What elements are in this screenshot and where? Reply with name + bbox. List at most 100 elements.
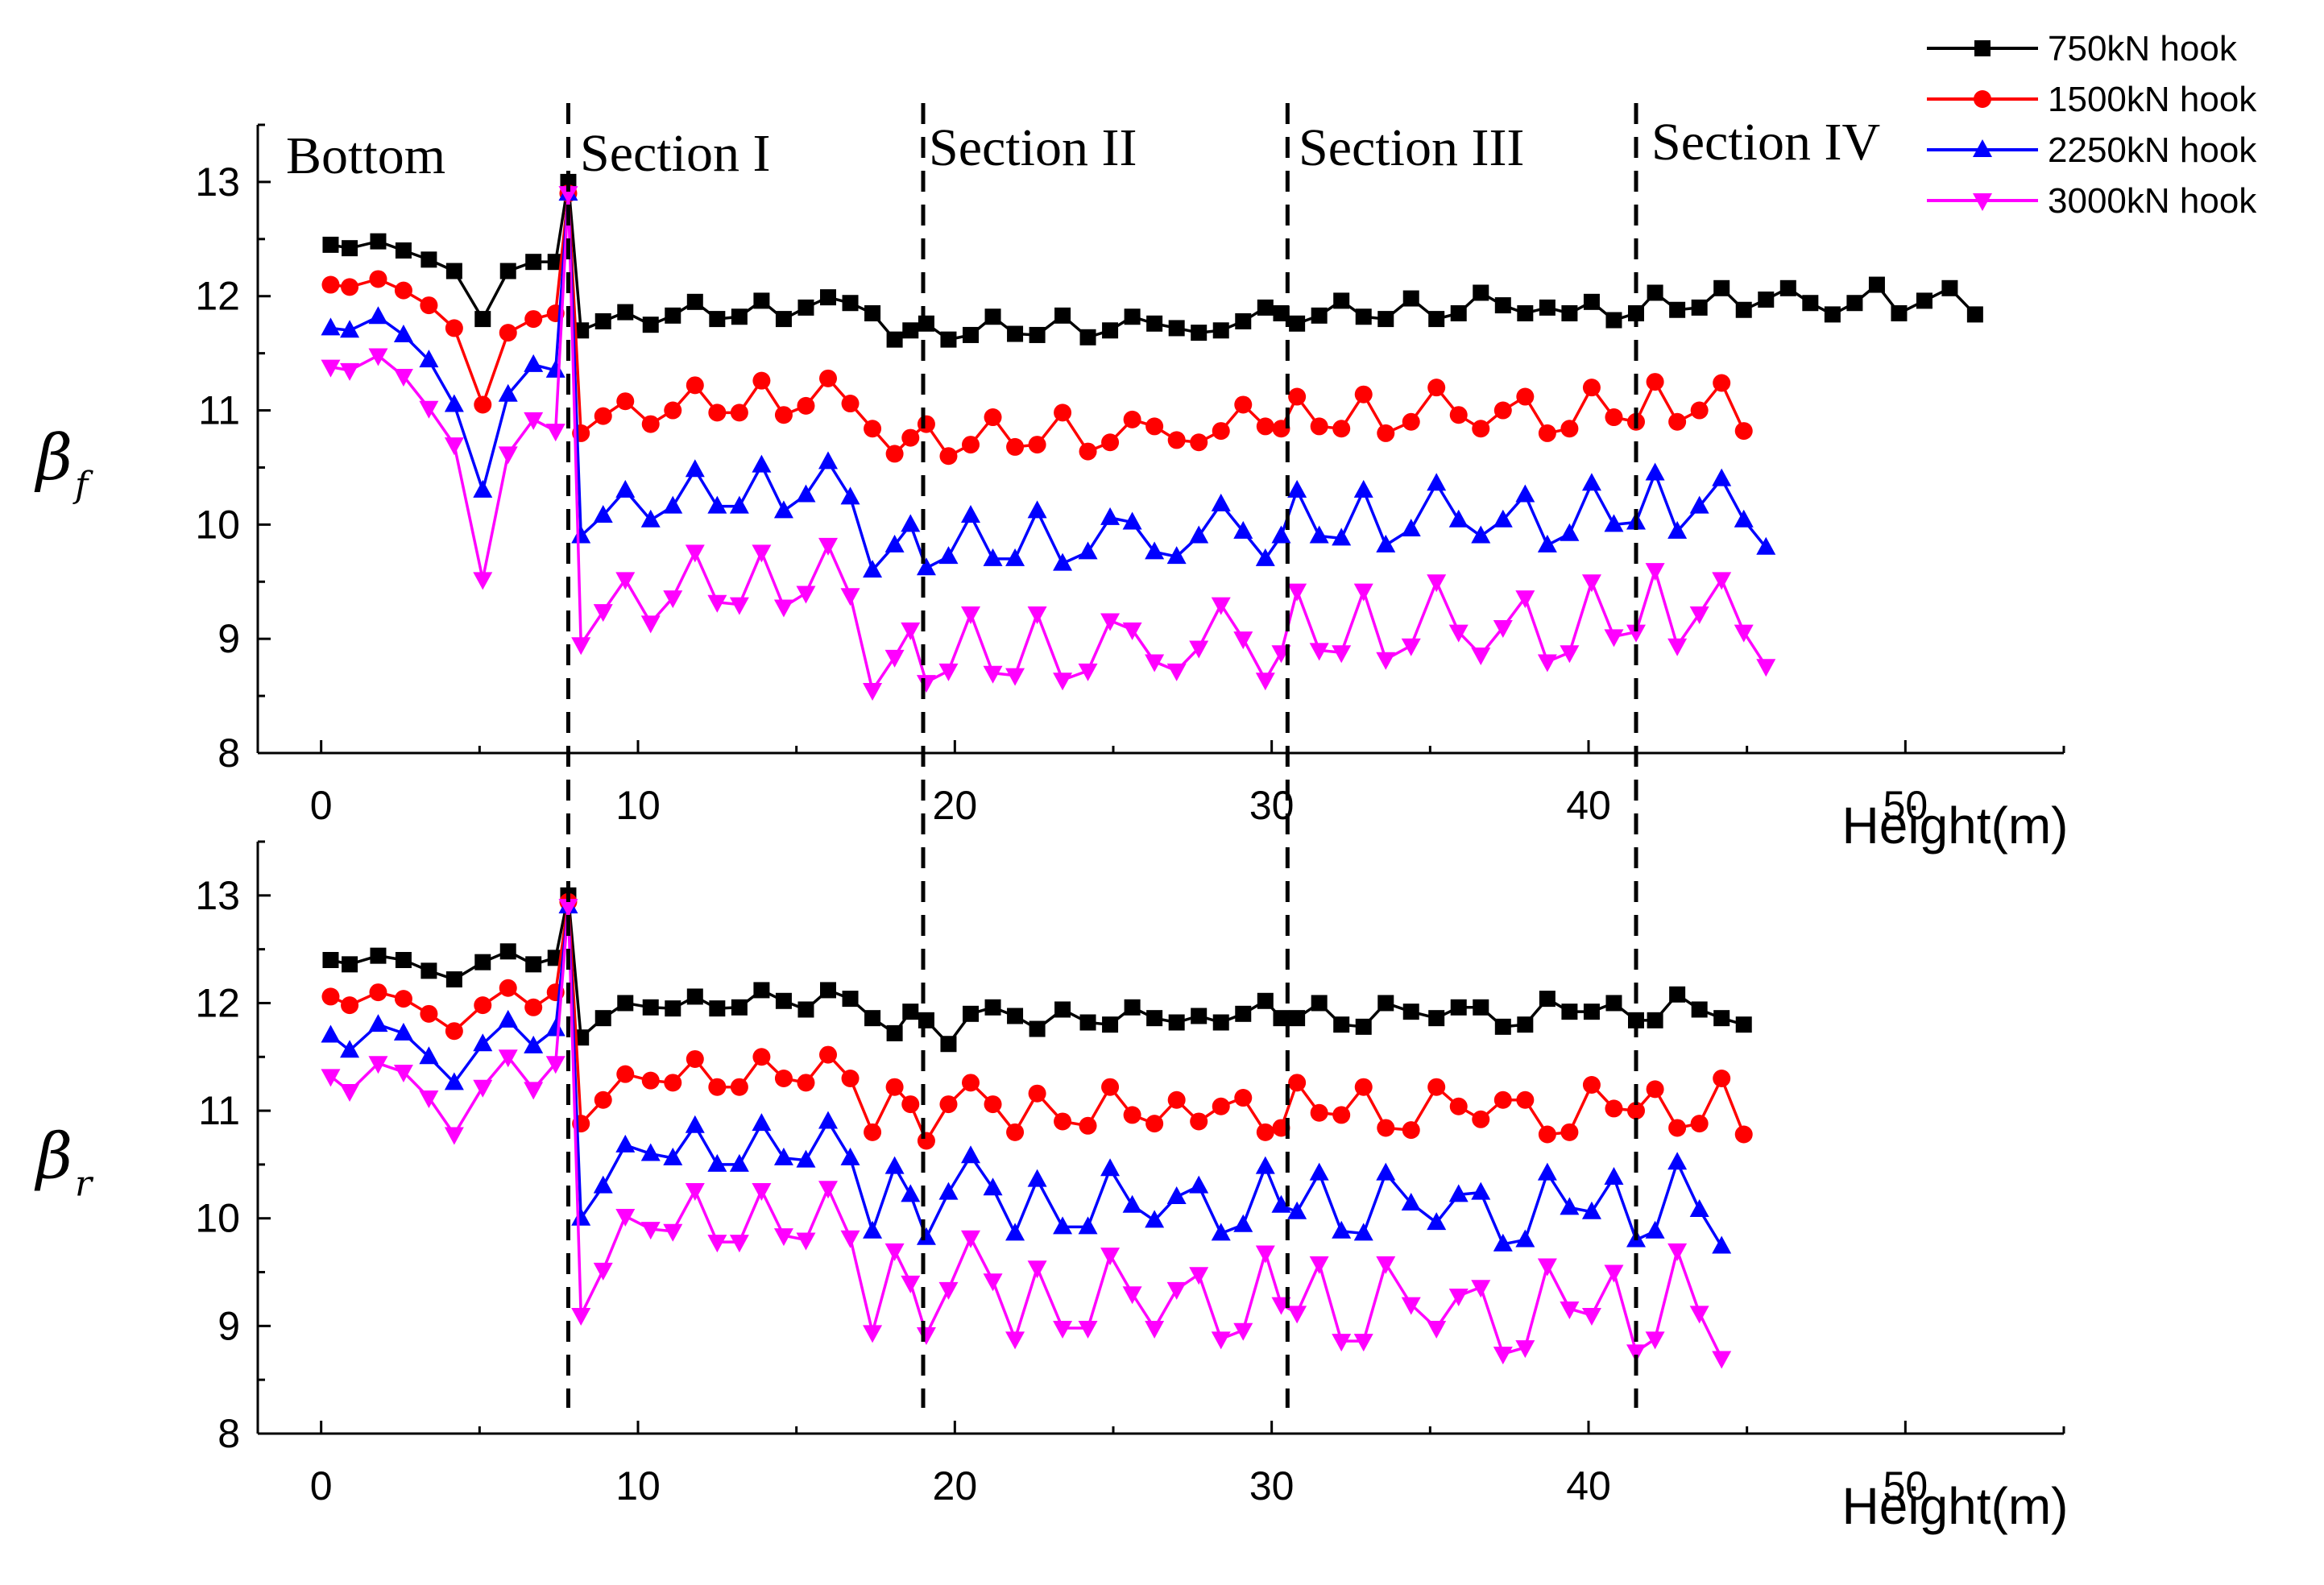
data-point <box>1402 290 1419 307</box>
data-point <box>664 1074 682 1092</box>
data-point <box>1271 525 1291 544</box>
data-point <box>393 369 413 387</box>
data-point <box>1515 590 1535 609</box>
data-point <box>1101 433 1120 452</box>
data-point <box>1310 417 1328 436</box>
data-point <box>752 1113 772 1132</box>
data-point <box>1427 379 1446 397</box>
data-point <box>901 1275 921 1293</box>
data-point <box>775 311 792 328</box>
data-point <box>445 971 462 988</box>
data-point <box>473 1079 493 1098</box>
data-point <box>1255 1156 1275 1174</box>
y-tick-label: 12 <box>195 980 240 1025</box>
data-point <box>616 392 635 411</box>
data-point <box>340 1084 360 1103</box>
data-point <box>1212 1014 1229 1031</box>
data-point <box>1667 1243 1688 1261</box>
data-point <box>1271 1194 1291 1213</box>
data-point <box>797 396 815 415</box>
data-point <box>796 1232 816 1251</box>
series-2250kN-hook <box>321 183 1776 578</box>
data-point <box>1376 652 1396 670</box>
data-point <box>1646 1080 1664 1099</box>
data-point <box>1667 520 1688 539</box>
data-point <box>558 186 578 205</box>
data-point <box>1891 305 1908 321</box>
data-point <box>1167 431 1186 449</box>
data-point <box>1645 462 1665 481</box>
data-point <box>420 1004 438 1023</box>
data-point <box>663 1147 683 1165</box>
data-point <box>1690 1115 1709 1133</box>
data-point <box>1288 1074 1307 1092</box>
data-point <box>616 1065 635 1083</box>
data-point <box>840 588 860 606</box>
data-point <box>1427 574 1447 593</box>
data-point <box>1146 1010 1163 1027</box>
data-point <box>1428 311 1445 328</box>
data-point <box>545 424 565 442</box>
data-point <box>1712 1351 1732 1369</box>
data-point <box>709 1000 726 1017</box>
data-point <box>1450 999 1467 1016</box>
data-point <box>1311 995 1328 1012</box>
data-point <box>729 597 749 615</box>
data-point <box>962 1074 980 1092</box>
data-point <box>963 326 979 343</box>
data-point <box>1756 659 1776 677</box>
series-3000kN-hook <box>321 899 1732 1369</box>
data-point <box>321 1024 341 1043</box>
data-point <box>1100 507 1121 525</box>
legend-marker <box>1973 193 1992 211</box>
data-point <box>1583 1004 1600 1020</box>
data-point <box>1645 1331 1665 1350</box>
series-line <box>330 192 1746 458</box>
data-point <box>1494 1018 1511 1035</box>
data-point <box>1028 1084 1046 1103</box>
data-point <box>545 1056 565 1074</box>
data-point <box>961 1230 980 1248</box>
data-point <box>1427 473 1447 491</box>
data-point <box>1916 292 1933 309</box>
data-point <box>752 371 771 390</box>
data-point <box>1287 583 1307 602</box>
data-point <box>708 403 727 422</box>
data-point <box>1713 374 1731 392</box>
data-point <box>321 275 340 294</box>
data-point <box>1166 546 1187 565</box>
data-point <box>864 1123 882 1141</box>
data-point <box>642 317 659 333</box>
data-point <box>1211 1223 1231 1241</box>
data-point <box>1537 1162 1557 1181</box>
data-point <box>640 1143 661 1161</box>
data-point <box>938 1281 959 1300</box>
data-point <box>664 401 682 420</box>
data-point <box>1449 1097 1468 1115</box>
data-point <box>1713 1010 1730 1027</box>
data-point <box>983 1177 1003 1196</box>
y-tick-label: 8 <box>217 730 240 776</box>
x-tick-label: 30 <box>1249 1463 1295 1508</box>
data-point <box>1472 1110 1490 1128</box>
data-point <box>1517 305 1534 321</box>
data-point <box>1604 1166 1624 1185</box>
data-point <box>1168 320 1185 337</box>
data-point <box>1690 401 1709 420</box>
data-point <box>1309 643 1329 661</box>
data-point <box>1166 1186 1187 1204</box>
data-point <box>1561 305 1578 321</box>
data-point <box>594 1010 611 1027</box>
data-point <box>1333 292 1350 309</box>
data-point <box>342 240 358 257</box>
data-point <box>640 615 661 634</box>
data-point <box>1079 1014 1096 1031</box>
data-point <box>797 1074 815 1092</box>
data-point <box>321 987 340 1006</box>
data-point <box>444 1127 464 1145</box>
data-point <box>615 572 636 590</box>
data-point <box>686 293 703 310</box>
data-point <box>1471 648 1491 666</box>
data-point <box>1053 1216 1073 1235</box>
data-point <box>1332 1220 1352 1239</box>
